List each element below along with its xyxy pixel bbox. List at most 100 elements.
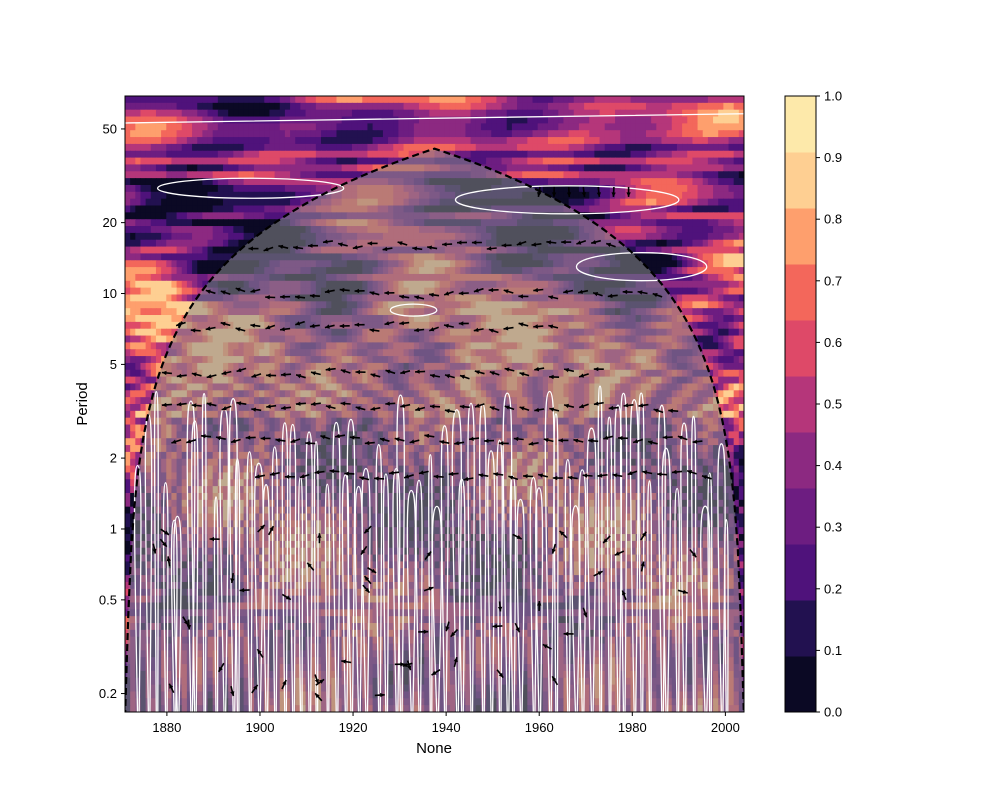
heat-cell	[625, 171, 632, 179]
heat-cell	[589, 109, 596, 118]
heat-cell	[248, 96, 255, 104]
heat-cell	[733, 178, 740, 186]
heat-cell	[501, 102, 508, 111]
heat-cell	[697, 260, 704, 268]
heat-cell	[150, 137, 157, 145]
heat-cell	[661, 273, 668, 282]
heat-cell	[455, 143, 461, 152]
heat-cell	[486, 116, 492, 124]
heat-cell	[300, 143, 307, 152]
heat-cell	[145, 267, 152, 275]
heat-cell	[671, 287, 678, 296]
heat-cell	[455, 150, 461, 159]
heat-cell	[671, 205, 678, 213]
heat-cell	[223, 150, 229, 159]
heat-cell	[217, 130, 224, 138]
heat-cell	[733, 280, 740, 289]
heat-cell	[238, 102, 245, 111]
heat-cell	[645, 137, 652, 145]
heat-cell	[718, 246, 724, 255]
heat-cell	[243, 191, 250, 200]
heat-cell	[661, 137, 668, 145]
heat-cell	[315, 143, 322, 152]
heat-cell	[388, 109, 394, 118]
heat-cell	[145, 96, 152, 104]
heat-cell	[140, 116, 147, 124]
heat-cell	[145, 315, 152, 323]
heat-cell	[140, 273, 147, 282]
heat-cell	[336, 150, 343, 159]
heat-cell	[558, 123, 565, 131]
heat-cell	[651, 123, 657, 131]
heat-cell	[171, 287, 178, 296]
heat-cell	[248, 150, 255, 159]
heat-cell	[702, 178, 709, 186]
heat-cell	[682, 246, 688, 255]
heat-cell	[284, 157, 291, 166]
heat-cell	[248, 123, 255, 131]
heat-cell	[166, 157, 173, 166]
heat-cell	[558, 109, 565, 118]
heat-cell	[609, 109, 616, 118]
heat-cell	[336, 123, 343, 131]
heat-cell	[202, 178, 209, 186]
heat-cell	[713, 164, 719, 172]
heat-cell	[635, 123, 642, 131]
heat-cell	[630, 171, 637, 179]
heat-cell	[733, 164, 740, 172]
heat-cell	[620, 123, 626, 131]
heat-cell	[589, 157, 596, 166]
heat-cell	[723, 239, 730, 248]
heat-cell	[733, 328, 740, 337]
heat-cell	[599, 198, 606, 207]
heat-cell	[269, 130, 276, 138]
heat-cell	[382, 123, 389, 131]
heat-cell	[506, 150, 513, 159]
heat-cell	[573, 137, 580, 145]
heat-cell	[738, 96, 744, 104]
heat-cell	[444, 109, 451, 118]
heat-cell	[537, 164, 544, 172]
heat-cell	[166, 198, 173, 207]
heat-cell	[702, 219, 709, 227]
heat-cell	[728, 102, 735, 111]
heat-cell	[176, 143, 183, 152]
heat-cell	[398, 123, 405, 131]
heat-cell	[274, 150, 281, 159]
heat-cell	[135, 369, 142, 378]
heat-cell	[692, 164, 699, 172]
heat-cell	[702, 328, 709, 337]
heat-cell	[377, 164, 384, 172]
heat-cell	[687, 315, 694, 323]
heat-cell	[238, 191, 245, 200]
heat-cell	[233, 116, 240, 124]
heat-cell	[393, 143, 399, 152]
heat-cell	[738, 349, 744, 357]
heat-cell	[625, 102, 632, 111]
heat-cell	[713, 116, 719, 124]
heat-cell	[676, 198, 683, 207]
heat-cell	[728, 342, 735, 350]
heat-cell	[682, 164, 688, 172]
heat-cell	[382, 96, 389, 104]
heat-cell	[645, 253, 652, 261]
heat-cell	[682, 253, 688, 261]
heat-cell	[161, 96, 167, 104]
heat-cell	[161, 137, 167, 145]
heat-cell	[408, 130, 415, 138]
heat-cell	[692, 280, 699, 289]
heat-cell	[150, 349, 157, 357]
heat-cell	[130, 137, 136, 145]
heat-cell	[197, 143, 203, 152]
heat-cell	[470, 150, 477, 159]
heat-cell	[202, 164, 209, 172]
heat-cell	[713, 109, 719, 118]
heat-cell	[130, 164, 136, 172]
heat-cell	[707, 267, 714, 275]
heat-cell	[145, 273, 152, 282]
heat-cell	[671, 246, 678, 255]
heat-cell	[676, 212, 683, 220]
heat-cell	[713, 260, 719, 268]
heat-cell	[707, 137, 714, 145]
heat-cell	[135, 96, 142, 104]
